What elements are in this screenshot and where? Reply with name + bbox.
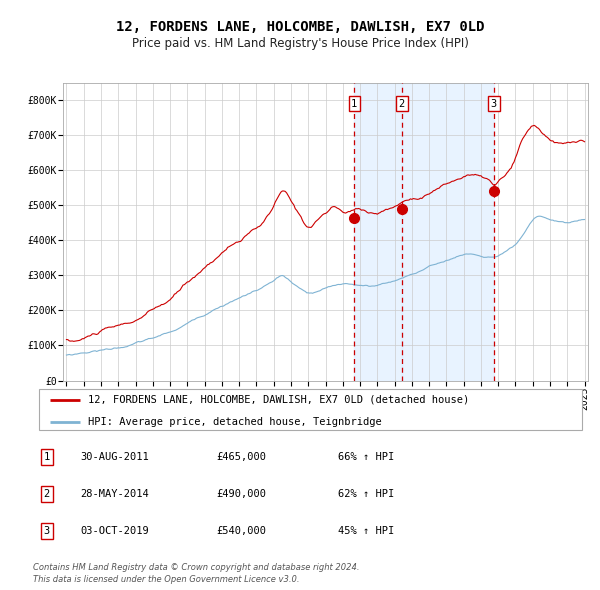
Text: 3: 3 xyxy=(44,526,50,536)
Text: £490,000: £490,000 xyxy=(216,489,266,499)
Text: 12, FORDENS LANE, HOLCOMBE, DAWLISH, EX7 0LD: 12, FORDENS LANE, HOLCOMBE, DAWLISH, EX7… xyxy=(116,19,484,34)
Text: 1: 1 xyxy=(44,453,50,463)
Bar xyxy=(402,83,494,381)
Text: 45% ↑ HPI: 45% ↑ HPI xyxy=(338,526,395,536)
Text: 1: 1 xyxy=(351,99,358,109)
Text: 2: 2 xyxy=(44,489,50,499)
Text: 28-MAY-2014: 28-MAY-2014 xyxy=(80,489,149,499)
Text: 3: 3 xyxy=(491,99,497,109)
Bar xyxy=(354,83,402,381)
Text: HPI: Average price, detached house, Teignbridge: HPI: Average price, detached house, Teig… xyxy=(89,417,382,427)
Text: This data is licensed under the Open Government Licence v3.0.: This data is licensed under the Open Gov… xyxy=(33,575,299,584)
Text: £465,000: £465,000 xyxy=(216,453,266,463)
Text: 30-AUG-2011: 30-AUG-2011 xyxy=(80,453,149,463)
Text: 66% ↑ HPI: 66% ↑ HPI xyxy=(338,453,395,463)
Text: 62% ↑ HPI: 62% ↑ HPI xyxy=(338,489,395,499)
FancyBboxPatch shape xyxy=(38,389,583,430)
Text: Contains HM Land Registry data © Crown copyright and database right 2024.: Contains HM Land Registry data © Crown c… xyxy=(33,563,359,572)
Text: 03-OCT-2019: 03-OCT-2019 xyxy=(80,526,149,536)
Text: 2: 2 xyxy=(398,99,405,109)
Text: Price paid vs. HM Land Registry's House Price Index (HPI): Price paid vs. HM Land Registry's House … xyxy=(131,37,469,50)
Text: 12, FORDENS LANE, HOLCOMBE, DAWLISH, EX7 0LD (detached house): 12, FORDENS LANE, HOLCOMBE, DAWLISH, EX7… xyxy=(89,395,470,405)
Text: £540,000: £540,000 xyxy=(216,526,266,536)
